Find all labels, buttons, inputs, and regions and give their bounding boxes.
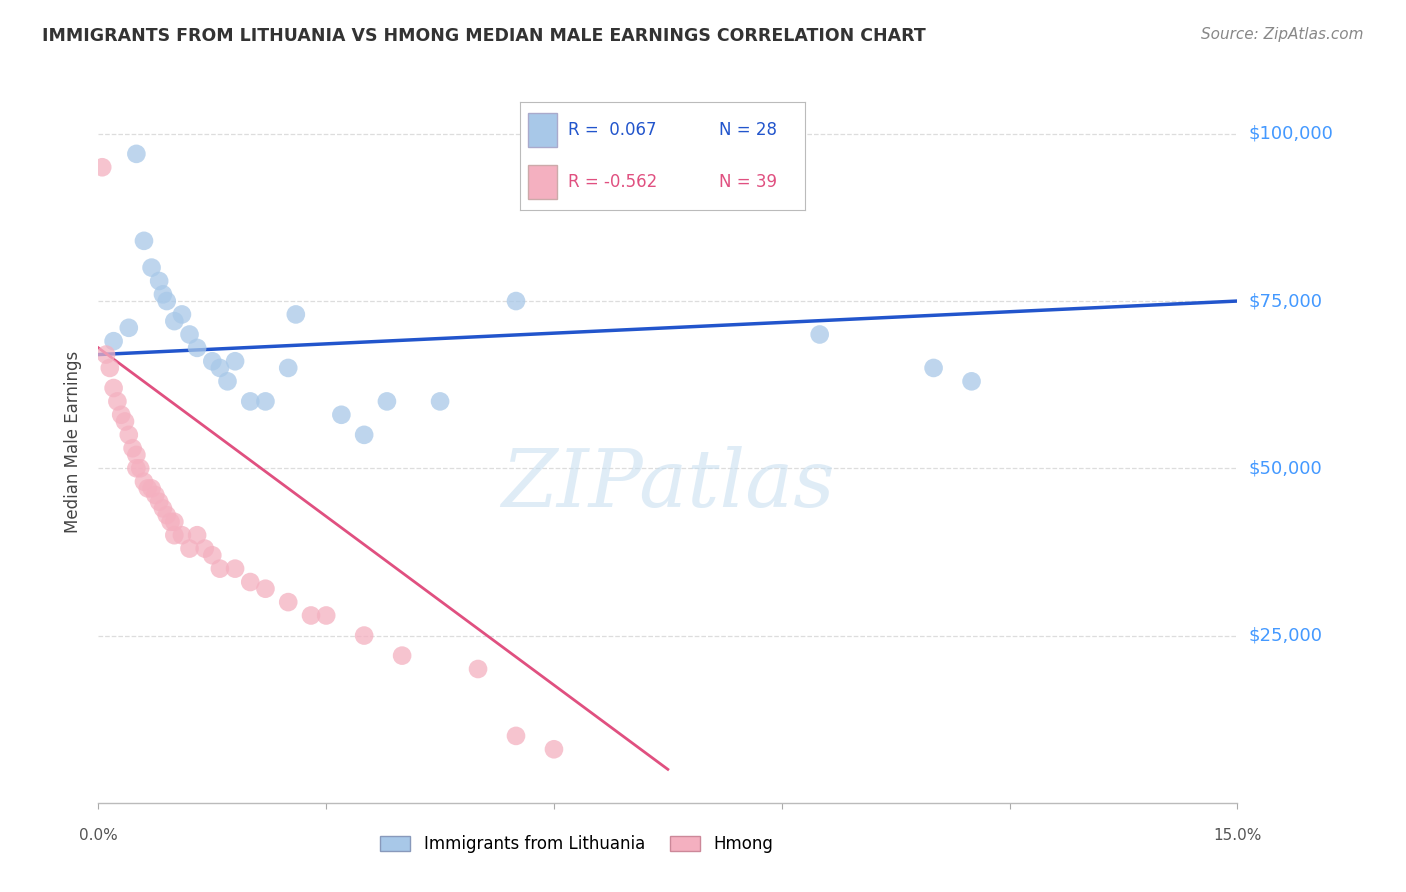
Point [186,528,208,542]
Point [170,307,193,321]
Point [315,608,337,623]
Point [125,448,148,462]
Text: $100,000: $100,000 [1249,125,1333,143]
Point [505,729,527,743]
Point [277,595,299,609]
Point [375,394,398,409]
Point [141,260,163,275]
Point [353,427,375,442]
Text: $25,000: $25,000 [1249,626,1323,645]
Text: ZIPatlas: ZIPatlas [501,446,835,524]
Text: 0.0%: 0.0% [79,828,118,843]
Point [152,501,174,516]
Point [163,528,186,542]
Point [148,494,170,508]
Text: Source: ZipAtlas.com: Source: ZipAtlas.com [1201,27,1364,42]
Point [152,287,174,301]
Point [353,628,375,642]
Point [179,327,201,342]
Point [239,575,262,590]
Point [277,361,299,376]
Point [125,461,148,475]
Point [254,394,277,409]
Point [960,375,983,389]
Point [217,375,239,389]
Point [254,582,277,596]
Point [118,320,141,334]
Point [208,562,231,576]
Point [284,307,307,321]
Point [186,341,208,355]
Point [94,348,117,362]
Point [224,354,246,368]
Point [808,327,831,342]
Point [125,146,148,161]
Point [132,475,155,489]
Point [121,441,143,455]
Point [129,461,152,475]
Text: 15.0%: 15.0% [1213,828,1261,843]
Point [922,361,945,376]
Legend: Immigrants from Lithuania, Hmong: Immigrants from Lithuania, Hmong [374,828,780,860]
Point [141,482,163,496]
Point [136,482,159,496]
Text: $50,000: $50,000 [1249,459,1322,477]
Point [543,742,565,756]
Point [201,548,224,563]
Point [330,408,353,422]
Point [98,361,121,376]
Point [391,648,413,663]
Point [156,293,179,308]
Point [505,293,527,308]
Point [299,608,322,623]
Point [114,414,136,428]
Point [224,562,246,576]
Y-axis label: Median Male Earnings: Median Male Earnings [65,351,83,533]
Point [208,361,231,376]
Point [194,541,217,556]
Point [148,274,170,288]
Point [429,394,451,409]
Point [170,528,193,542]
Point [467,662,489,676]
Point [91,161,114,175]
Point [163,515,186,529]
Point [239,394,262,409]
Point [103,334,125,348]
Point [163,314,186,328]
Point [132,234,155,248]
Point [110,408,132,422]
Point [107,394,129,409]
Point [159,515,181,529]
Text: $75,000: $75,000 [1249,292,1323,310]
Point [145,488,167,502]
Point [103,381,125,395]
Point [179,541,201,556]
Point [156,508,179,523]
Point [201,354,224,368]
Point [118,427,141,442]
Text: IMMIGRANTS FROM LITHUANIA VS HMONG MEDIAN MALE EARNINGS CORRELATION CHART: IMMIGRANTS FROM LITHUANIA VS HMONG MEDIA… [42,27,927,45]
